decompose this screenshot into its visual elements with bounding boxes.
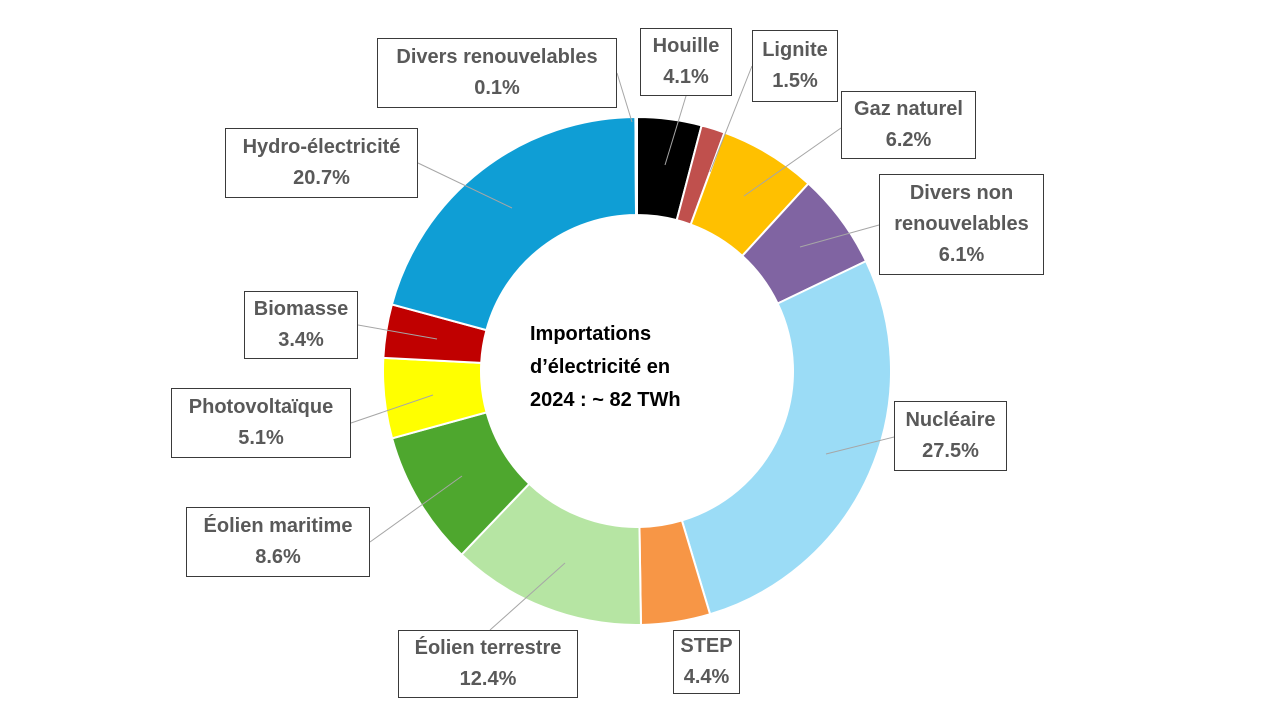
slice-value-houille: 4.1%	[663, 66, 709, 88]
slice-name-houille: Houille	[652, 35, 720, 57]
slice-name-hydro-electricite: Hydro-électricité	[242, 136, 401, 158]
data-label-eolien-terrestre: Éolien terrestre 12.4%	[398, 630, 578, 698]
slice-value-photovoltaique: 5.1%	[238, 427, 284, 449]
slice-name-gaz-naturel: Gaz naturel	[854, 98, 963, 120]
slice-name-photovoltaique: Photovoltaïque	[188, 396, 334, 418]
slice-value-gaz-naturel: 6.2%	[885, 129, 932, 151]
leader-line-eolien-maritime	[369, 475, 463, 543]
data-label-divers-renouvelables: Divers renouvelables 0.1%	[377, 38, 617, 108]
slice-value-biomasse: 3.4%	[278, 329, 324, 351]
data-label-gaz-naturel: Gaz naturel 6.2%	[841, 91, 976, 159]
slice-value-eolien-maritime: 8.6%	[255, 546, 301, 568]
data-label-step: STEP 4.4%	[673, 630, 740, 694]
data-label-biomasse: Biomasse 3.4%	[244, 291, 358, 359]
slice-name-divers-non-renouvelables: Divers non	[909, 182, 1014, 204]
leader-line-nucleaire	[825, 436, 895, 455]
slice-divers-renouvelables	[634, 115, 638, 217]
slice-value-hydro-electricite: 20.7%	[293, 167, 350, 189]
slice-name-eolien-maritime: Éolien maritime	[203, 515, 353, 537]
slice-value-divers-renouvelables: 0.1%	[474, 77, 520, 99]
center-title-line-3: 2024 : ~ 82 TWh	[530, 389, 681, 411]
data-label-eolien-maritime: Éolien maritime 8.6%	[186, 507, 370, 577]
slice-value-nucleaire: 27.5%	[922, 440, 979, 462]
leader-line-gaz-naturel	[743, 127, 842, 197]
slice-value-step: 4.4%	[683, 666, 730, 688]
center-title-line-2: d’électricité en	[530, 356, 671, 378]
slice-nucleaire	[680, 259, 892, 616]
leader-line-hydro-electricite	[417, 162, 513, 209]
leader-line-divers-renouvelables	[616, 72, 633, 123]
slice-name-lignite: Lignite	[762, 39, 828, 61]
slice-hydro-electricite	[390, 115, 638, 332]
slice-value-lignite: 1.5%	[772, 70, 818, 92]
leader-line-lignite	[709, 65, 753, 173]
slice-name-divers-non-renouvelables: renouvelables	[894, 213, 1029, 235]
data-label-divers-non-renouvelables: Divers non renouvelables 6.1%	[879, 174, 1044, 275]
slice-name-divers-renouvelables: Divers renouvelables	[396, 46, 598, 68]
data-label-lignite: Lignite 1.5%	[752, 30, 838, 102]
leader-line-photovoltaique	[350, 394, 434, 424]
leader-line-biomasse	[357, 324, 438, 340]
slice-value-divers-non-renouvelables: 6.1%	[938, 244, 985, 266]
data-label-nucleaire: Nucléaire 27.5%	[894, 401, 1007, 471]
leader-line-houille	[664, 95, 687, 166]
donut-center-title: Importations d’électricité en 2024 : ~ 8…	[530, 318, 750, 417]
data-label-hydro-electricite: Hydro-électricité 20.7%	[225, 128, 418, 198]
center-title-line-1: Importations	[530, 323, 652, 345]
slice-value-eolien-terrestre: 12.4%	[459, 668, 517, 690]
slice-name-biomasse: Biomasse	[253, 298, 349, 320]
slice-name-eolien-terrestre: Éolien terrestre	[414, 637, 562, 659]
data-label-houille: Houille 4.1%	[640, 28, 732, 96]
slice-name-nucleaire: Nucléaire	[905, 409, 996, 431]
slice-name-step: STEP	[680, 635, 733, 657]
data-label-photovoltaique: Photovoltaïque 5.1%	[171, 388, 351, 458]
leader-line-eolien-terrestre	[489, 562, 566, 631]
leader-line-divers-non-renouvelables	[799, 224, 880, 248]
